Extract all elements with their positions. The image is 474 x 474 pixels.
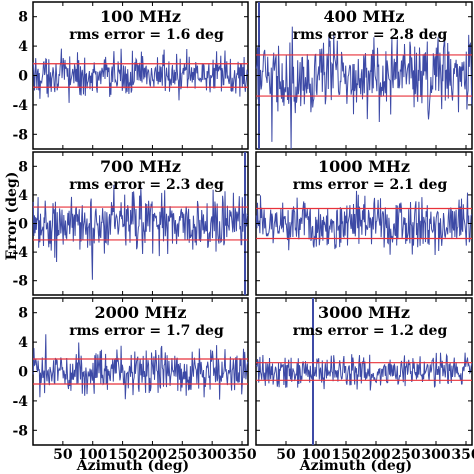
x-tick-label: 100 — [78, 447, 107, 463]
x-tick-label: 250 — [391, 447, 420, 463]
panel-title: 1000 MHz — [318, 157, 410, 176]
x-tick-label: 350 — [451, 447, 474, 463]
x-tick-label: 50 — [276, 447, 296, 463]
x-tick-label: 150 — [108, 447, 137, 463]
rms-annotation: rms error = 2.3 deg — [69, 177, 224, 193]
x-tick-label: 300 — [421, 447, 450, 463]
y-tick-label: 8 — [18, 10, 28, 26]
x-tick-label: 350 — [227, 447, 256, 463]
y-tick-label: -8 — [12, 274, 28, 290]
panel-title: 2000 MHz — [94, 303, 186, 322]
error-trace — [255, 190, 473, 256]
x-tick-label: 50 — [53, 447, 73, 463]
x-tick-label: 200 — [361, 447, 390, 463]
x-tick-label: 250 — [168, 447, 197, 463]
x-tick-label: 200 — [138, 447, 167, 463]
panel-title: 400 MHz — [324, 7, 405, 26]
y-tick-label: 0 — [18, 69, 28, 85]
y-tick-label: 0 — [18, 365, 28, 381]
x-axis-label-left: Azimuth (deg) — [76, 458, 189, 474]
rms-annotation: rms error = 2.1 deg — [293, 177, 448, 193]
error-trace — [32, 334, 249, 400]
panel-title: 700 MHz — [100, 157, 181, 176]
y-tick-label: -8 — [12, 127, 28, 143]
error-trace — [255, 26, 473, 150]
y-axis-label: Error (deg) — [4, 172, 20, 261]
error-trace — [255, 352, 473, 391]
rms-annotation: rms error = 1.2 deg — [293, 323, 448, 339]
rms-annotation: rms error = 2.8 deg — [293, 27, 448, 43]
y-tick-label: 4 — [18, 39, 28, 55]
y-tick-label: 4 — [18, 188, 28, 204]
y-tick-label: -4 — [12, 98, 28, 114]
panel-title: 3000 MHz — [318, 303, 410, 322]
x-tick-label: 300 — [198, 447, 227, 463]
y-tick-label: 8 — [18, 159, 28, 175]
x-tick-label: 100 — [301, 447, 330, 463]
y-tick-label: -8 — [12, 423, 28, 439]
rms-annotation: rms error = 1.6 deg — [69, 27, 224, 43]
error-trace — [32, 184, 249, 280]
rms-annotation: rms error = 1.7 deg — [69, 323, 224, 339]
error-trace — [32, 48, 249, 103]
x-axis-label-right: Azimuth (deg) — [299, 458, 412, 474]
y-tick-label: -4 — [12, 245, 28, 261]
y-tick-label: 0 — [18, 217, 28, 233]
y-tick-label: -4 — [12, 394, 28, 410]
panel-title: 100 MHz — [100, 7, 181, 26]
y-tick-label: 4 — [18, 335, 28, 351]
x-tick-label: 150 — [331, 447, 360, 463]
y-tick-label: 8 — [18, 306, 28, 322]
